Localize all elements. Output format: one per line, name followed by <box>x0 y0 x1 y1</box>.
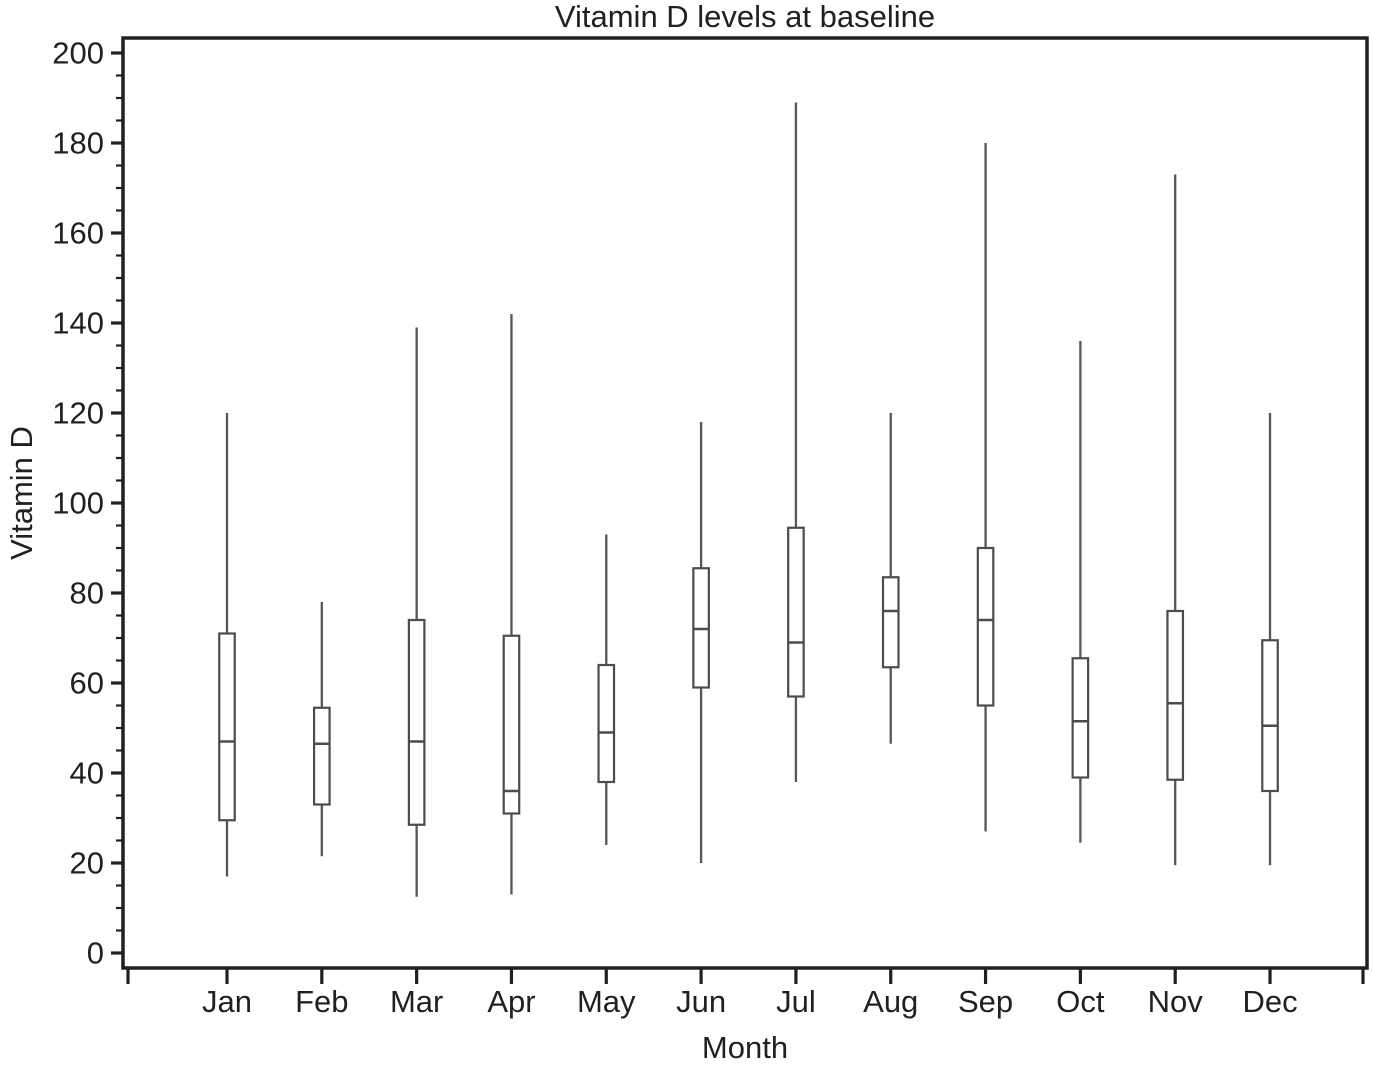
boxplot-aug <box>881 413 900 744</box>
y-axis-tick-label: 120 <box>52 396 104 431</box>
iqr-box <box>218 632 236 822</box>
iqr-box <box>407 618 426 826</box>
x-axis-tick-label: Aug <box>863 984 918 1019</box>
y-axis-tick-label: 100 <box>52 486 104 521</box>
x-axis-tick-label: Sep <box>958 984 1013 1019</box>
boxplot-jun <box>692 422 710 863</box>
boxplot-may <box>597 534 616 845</box>
iqr-box <box>502 634 521 815</box>
boxplot-dec <box>1261 413 1279 866</box>
plot-frame <box>121 36 1369 970</box>
boxplot-apr <box>502 314 521 895</box>
x-axis-tick-label: May <box>577 984 636 1019</box>
x-axis-tick-label: Oct <box>1056 984 1105 1019</box>
x-axis-label: Month <box>701 1030 789 1065</box>
y-axis-tick-label: 40 <box>70 756 104 791</box>
iqr-box <box>787 526 805 698</box>
x-axis-tick-label: Apr <box>487 984 535 1019</box>
boxplot-jul <box>787 102 805 782</box>
y-axis-tick-label: 160 <box>52 216 104 251</box>
boxplot-mar <box>407 327 426 897</box>
x-axis-tick-label: Jan <box>202 984 252 1019</box>
iqr-box <box>312 706 331 806</box>
iqr-box <box>1071 657 1090 779</box>
x-axis-tick-label: Jun <box>676 984 726 1019</box>
y-axis-tick-label: 180 <box>52 126 104 161</box>
chart-title: Vitamin D levels at baseline <box>554 0 936 34</box>
x-axis-tick-label: Dec <box>1242 984 1297 1019</box>
y-axis-tick-label: 200 <box>52 36 104 71</box>
boxplot-sep <box>976 143 995 832</box>
x-axis-tick-label: Jul <box>776 984 816 1019</box>
boxplot-feb <box>312 602 331 857</box>
y-axis-tick-label: 20 <box>70 846 104 881</box>
y-axis-tick-label: 80 <box>70 576 104 611</box>
boxplot-oct <box>1071 341 1090 843</box>
iqr-box <box>881 576 900 669</box>
y-axis-tick-label: 0 <box>87 936 104 971</box>
iqr-box <box>976 546 995 707</box>
x-axis-tick-label: Feb <box>295 984 348 1019</box>
boxplot-jan <box>218 413 236 877</box>
x-axis-tick-label: Mar <box>390 984 443 1019</box>
iqr-box <box>597 663 616 784</box>
y-axis-tick-label: 140 <box>52 306 104 341</box>
x-axis-tick-label: Nov <box>1148 984 1204 1019</box>
y-axis-tick-label: 60 <box>70 666 104 701</box>
iqr-box <box>1261 639 1279 793</box>
boxplot-nov <box>1166 174 1185 866</box>
iqr-box <box>1166 609 1185 781</box>
